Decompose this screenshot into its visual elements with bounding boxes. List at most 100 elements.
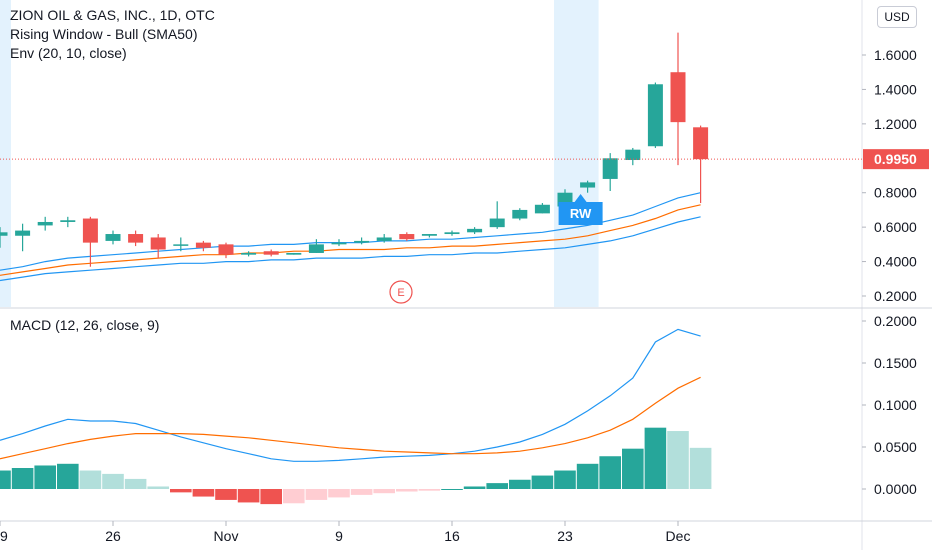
candle-body[interactable] xyxy=(60,220,76,222)
candle-body[interactable] xyxy=(376,237,392,241)
candle[interactable] xyxy=(670,32,686,166)
macd-histogram-bar[interactable] xyxy=(79,470,102,489)
last-price-label[interactable]: 0.9950 xyxy=(874,151,917,167)
candle[interactable] xyxy=(399,232,415,241)
candle[interactable] xyxy=(444,230,460,236)
price-axis-label[interactable]: 1.6000 xyxy=(874,47,917,63)
candle-body[interactable] xyxy=(128,234,144,243)
macd-histogram-bar[interactable] xyxy=(57,463,79,489)
macd-histogram-bar[interactable] xyxy=(215,489,237,500)
candle-body[interactable] xyxy=(467,228,483,233)
macd-histogram-bar[interactable] xyxy=(237,489,260,503)
price-axes[interactable]: 1.6000 1.4000 1.2000 0.8000 0.6000 0.4000 0.20… xyxy=(0,47,929,497)
candle-body[interactable] xyxy=(15,230,31,236)
candle-body[interactable] xyxy=(263,251,279,255)
candle-body[interactable] xyxy=(670,72,686,123)
price-axis-label[interactable]: 1.2000 xyxy=(874,116,917,132)
macd-histogram-bar[interactable] xyxy=(11,468,34,489)
candle-body[interactable] xyxy=(0,232,8,236)
macd-histogram-bar[interactable] xyxy=(441,489,463,490)
candle[interactable] xyxy=(421,234,437,238)
macd-histogram-bar[interactable] xyxy=(396,489,418,492)
candle[interactable] xyxy=(128,230,144,247)
time-axis-label[interactable]: Dec xyxy=(666,528,691,544)
candle-body[interactable] xyxy=(173,244,189,246)
candle-body[interactable] xyxy=(308,244,324,253)
macd-histogram-bar[interactable] xyxy=(418,489,441,491)
time-axis-label[interactable]: 26 xyxy=(105,528,121,544)
time-axis-label[interactable]: 23 xyxy=(557,528,573,544)
candle[interactable] xyxy=(693,125,709,204)
candle[interactable] xyxy=(105,230,121,245)
candle[interactable] xyxy=(0,227,8,248)
macd-histogram-bar[interactable] xyxy=(373,489,395,494)
candle[interactable] xyxy=(241,251,257,257)
candle[interactable] xyxy=(602,153,618,191)
candle[interactable] xyxy=(376,234,392,243)
macd-histogram-bar[interactable] xyxy=(486,483,508,489)
macd-histogram-bar[interactable] xyxy=(531,475,554,489)
macd-histogram-bar[interactable] xyxy=(644,427,667,489)
macd-axis-label[interactable]: 0.1500 xyxy=(874,355,917,371)
candle-body[interactable] xyxy=(534,204,550,214)
candle[interactable] xyxy=(218,242,234,259)
candle[interactable] xyxy=(580,180,596,193)
macd-histogram-bar[interactable] xyxy=(102,473,124,489)
macd-indicator-label[interactable]: MACD (12, 26, close, 9) xyxy=(10,317,160,333)
macd-histogram-bar[interactable] xyxy=(509,479,531,489)
candle[interactable] xyxy=(512,208,528,221)
macd-histogram-bar[interactable] xyxy=(350,489,373,495)
candle-body[interactable] xyxy=(82,218,98,243)
time-axis[interactable]: 19 26 Nov 9 16 23 Dec xyxy=(0,521,690,544)
candle-body[interactable] xyxy=(195,242,211,248)
rising-window-indicator-label[interactable]: Rising Window - Bull (SMA50) xyxy=(10,26,198,42)
last-price-badge[interactable] xyxy=(863,149,929,170)
macd-axis-label[interactable]: 0.1000 xyxy=(874,397,917,413)
macd-histogram-bar[interactable] xyxy=(305,489,328,500)
price-axis-label[interactable]: 0.4000 xyxy=(874,254,917,270)
candle-body[interactable] xyxy=(331,242,347,245)
macd-histogram-bar[interactable] xyxy=(34,465,56,489)
candle-body[interactable] xyxy=(105,234,121,241)
candlestick-series[interactable] xyxy=(0,32,709,267)
macd-histogram-bar[interactable] xyxy=(554,470,576,489)
candle[interactable] xyxy=(15,223,31,252)
candle-body[interactable] xyxy=(218,244,234,255)
macd-histogram-bar[interactable] xyxy=(192,489,215,497)
price-axis-label[interactable]: 0.8000 xyxy=(874,185,917,201)
time-axis-label[interactable]: Nov xyxy=(214,528,239,544)
candle[interactable] xyxy=(331,239,347,247)
candle[interactable] xyxy=(534,203,550,214)
candle-body[interactable] xyxy=(602,158,618,179)
macd-histogram-bar[interactable] xyxy=(147,486,169,489)
candle[interactable] xyxy=(308,239,324,253)
candle-body[interactable] xyxy=(647,84,663,147)
candle[interactable] xyxy=(195,240,211,252)
macd-histogram-bar[interactable] xyxy=(283,489,305,504)
macd-histogram-bar[interactable] xyxy=(667,431,689,489)
rising-window-badge[interactable]: RW xyxy=(558,194,603,225)
candle-body[interactable] xyxy=(150,237,166,250)
candle-body[interactable] xyxy=(489,218,505,228)
macd-histogram-bar[interactable] xyxy=(599,456,621,489)
price-axis-label[interactable]: 1.4000 xyxy=(874,81,917,97)
envelope-indicator-label[interactable]: Env (20, 10, close) xyxy=(10,45,127,61)
macd-histogram-bar[interactable] xyxy=(124,478,147,489)
macd-histogram-bar[interactable] xyxy=(622,448,644,489)
candle-body[interactable] xyxy=(580,182,596,188)
candle[interactable] xyxy=(489,201,505,229)
candle-body[interactable] xyxy=(693,127,709,160)
macd-histogram-bar[interactable] xyxy=(576,463,599,489)
time-axis-label[interactable]: 16 xyxy=(444,528,460,544)
candle[interactable] xyxy=(354,237,370,245)
macd-axis-label[interactable]: 0.2000 xyxy=(874,313,917,329)
macd-histogram-bar[interactable] xyxy=(328,489,350,498)
candle-body[interactable] xyxy=(354,240,370,243)
macd-histogram-bar[interactable] xyxy=(463,486,486,489)
symbol-title[interactable]: ZION OIL & GAS, INC., 1D, OTC xyxy=(10,7,215,23)
candle-body[interactable] xyxy=(399,234,415,240)
earnings-marker[interactable]: E xyxy=(389,280,413,304)
candle-body[interactable] xyxy=(421,234,437,236)
candle-body[interactable] xyxy=(512,209,528,219)
